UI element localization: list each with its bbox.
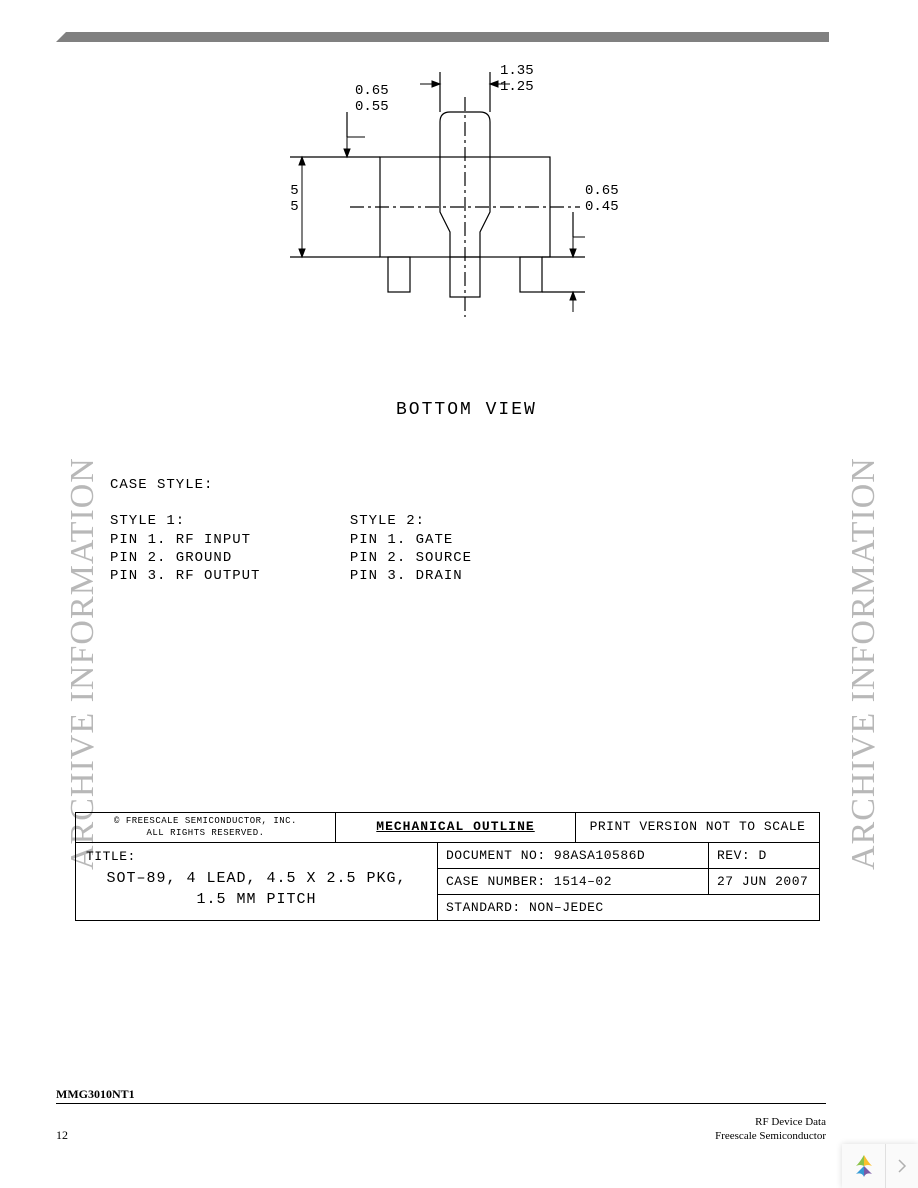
style1-pin3: PIN 3. RF OUTPUT xyxy=(110,567,260,585)
footer-right: RF Device Data Freescale Semiconductor xyxy=(715,1115,826,1144)
case-style-block: CASE STYLE: STYLE 1: PIN 1. RF INPUT PIN… xyxy=(110,476,472,585)
footer-part-number: MMG3010NT1 xyxy=(56,1087,826,1104)
title-block: © FREESCALE SEMICONDUCTOR, INC. ALL RIGH… xyxy=(75,812,820,921)
style2-pin1: PIN 1. GATE xyxy=(350,531,472,549)
title-block-right: DOCUMENT NO: 98ASA10586D REV: D CASE NUM… xyxy=(438,843,819,920)
dim-b-min: 0.55 xyxy=(355,99,389,115)
viewer-nav-widget xyxy=(842,1144,918,1188)
style1-title: STYLE 1: xyxy=(110,512,260,530)
dim-c-max: 1.65 xyxy=(290,183,299,199)
style1-pin2: PIN 2. GROUND xyxy=(110,549,260,567)
style1-pin1: PIN 1. RF INPUT xyxy=(110,531,260,549)
header-rule xyxy=(66,32,829,42)
footer-right-line2: Freescale Semiconductor xyxy=(715,1129,826,1143)
watermark-right: ARCHIVE INFORMATION xyxy=(845,457,883,870)
viewer-next-button[interactable] xyxy=(886,1144,918,1188)
watermark-left: ARCHIVE INFORMATION xyxy=(64,457,102,870)
title-line2: 1.5 MM PITCH xyxy=(196,891,316,908)
style1-block: STYLE 1: PIN 1. RF INPUT PIN 2. GROUND P… xyxy=(110,512,260,585)
dim-c-min: 1.55 xyxy=(290,199,299,215)
dim-a-max: 1.35 xyxy=(500,63,534,79)
view-label: BOTTOM VIEW xyxy=(396,400,537,420)
title-cell: TITLE: SOT–89, 4 LEAD, 4.5 X 2.5 PKG, 1.… xyxy=(76,843,438,920)
copyright-line2: ALL RIGHTS RESERVED. xyxy=(146,828,264,838)
case-style-header: CASE STYLE: xyxy=(110,476,472,494)
footer-right-line1: RF Device Data xyxy=(715,1115,826,1129)
title-label: TITLE: xyxy=(76,843,438,866)
date-cell: 27 JUN 2007 xyxy=(709,869,819,894)
copyright-cell: © FREESCALE SEMICONDUCTOR, INC. ALL RIGH… xyxy=(76,813,336,842)
dim-b-max: 0.65 xyxy=(355,83,389,99)
style2-title: STYLE 2: xyxy=(350,512,472,530)
dim-d-min: 0.45 xyxy=(585,199,619,215)
rev-cell: REV: D xyxy=(709,843,819,868)
document-no-cell: DOCUMENT NO: 98ASA10586D xyxy=(438,843,709,868)
copyright-line1: © FREESCALE SEMICONDUCTOR, INC. xyxy=(114,816,297,826)
mechanical-outline-label: MECHANICAL OUTLINE xyxy=(336,813,576,842)
footer-page-number: 12 xyxy=(56,1128,68,1143)
viewer-logo-icon[interactable] xyxy=(842,1144,886,1188)
dim-d-max: 0.65 xyxy=(585,183,619,199)
style2-block: STYLE 2: PIN 1. GATE PIN 2. SOURCE PIN 3… xyxy=(350,512,472,585)
print-version-label: PRINT VERSION NOT TO SCALE xyxy=(576,813,819,842)
style2-pin2: PIN 2. SOURCE xyxy=(350,549,472,567)
title-line1: SOT–89, 4 LEAD, 4.5 X 2.5 PKG, xyxy=(106,870,406,887)
case-number-cell: CASE NUMBER: 1514–02 xyxy=(438,869,709,894)
standard-cell: STANDARD: NON–JEDEC xyxy=(438,895,819,920)
package-bottom-view-drawing: 1.35 1.25 0.65 0.55 1.65 1.55 xyxy=(290,62,630,362)
dim-a-min: 1.25 xyxy=(500,79,534,95)
style2-pin3: PIN 3. DRAIN xyxy=(350,567,472,585)
